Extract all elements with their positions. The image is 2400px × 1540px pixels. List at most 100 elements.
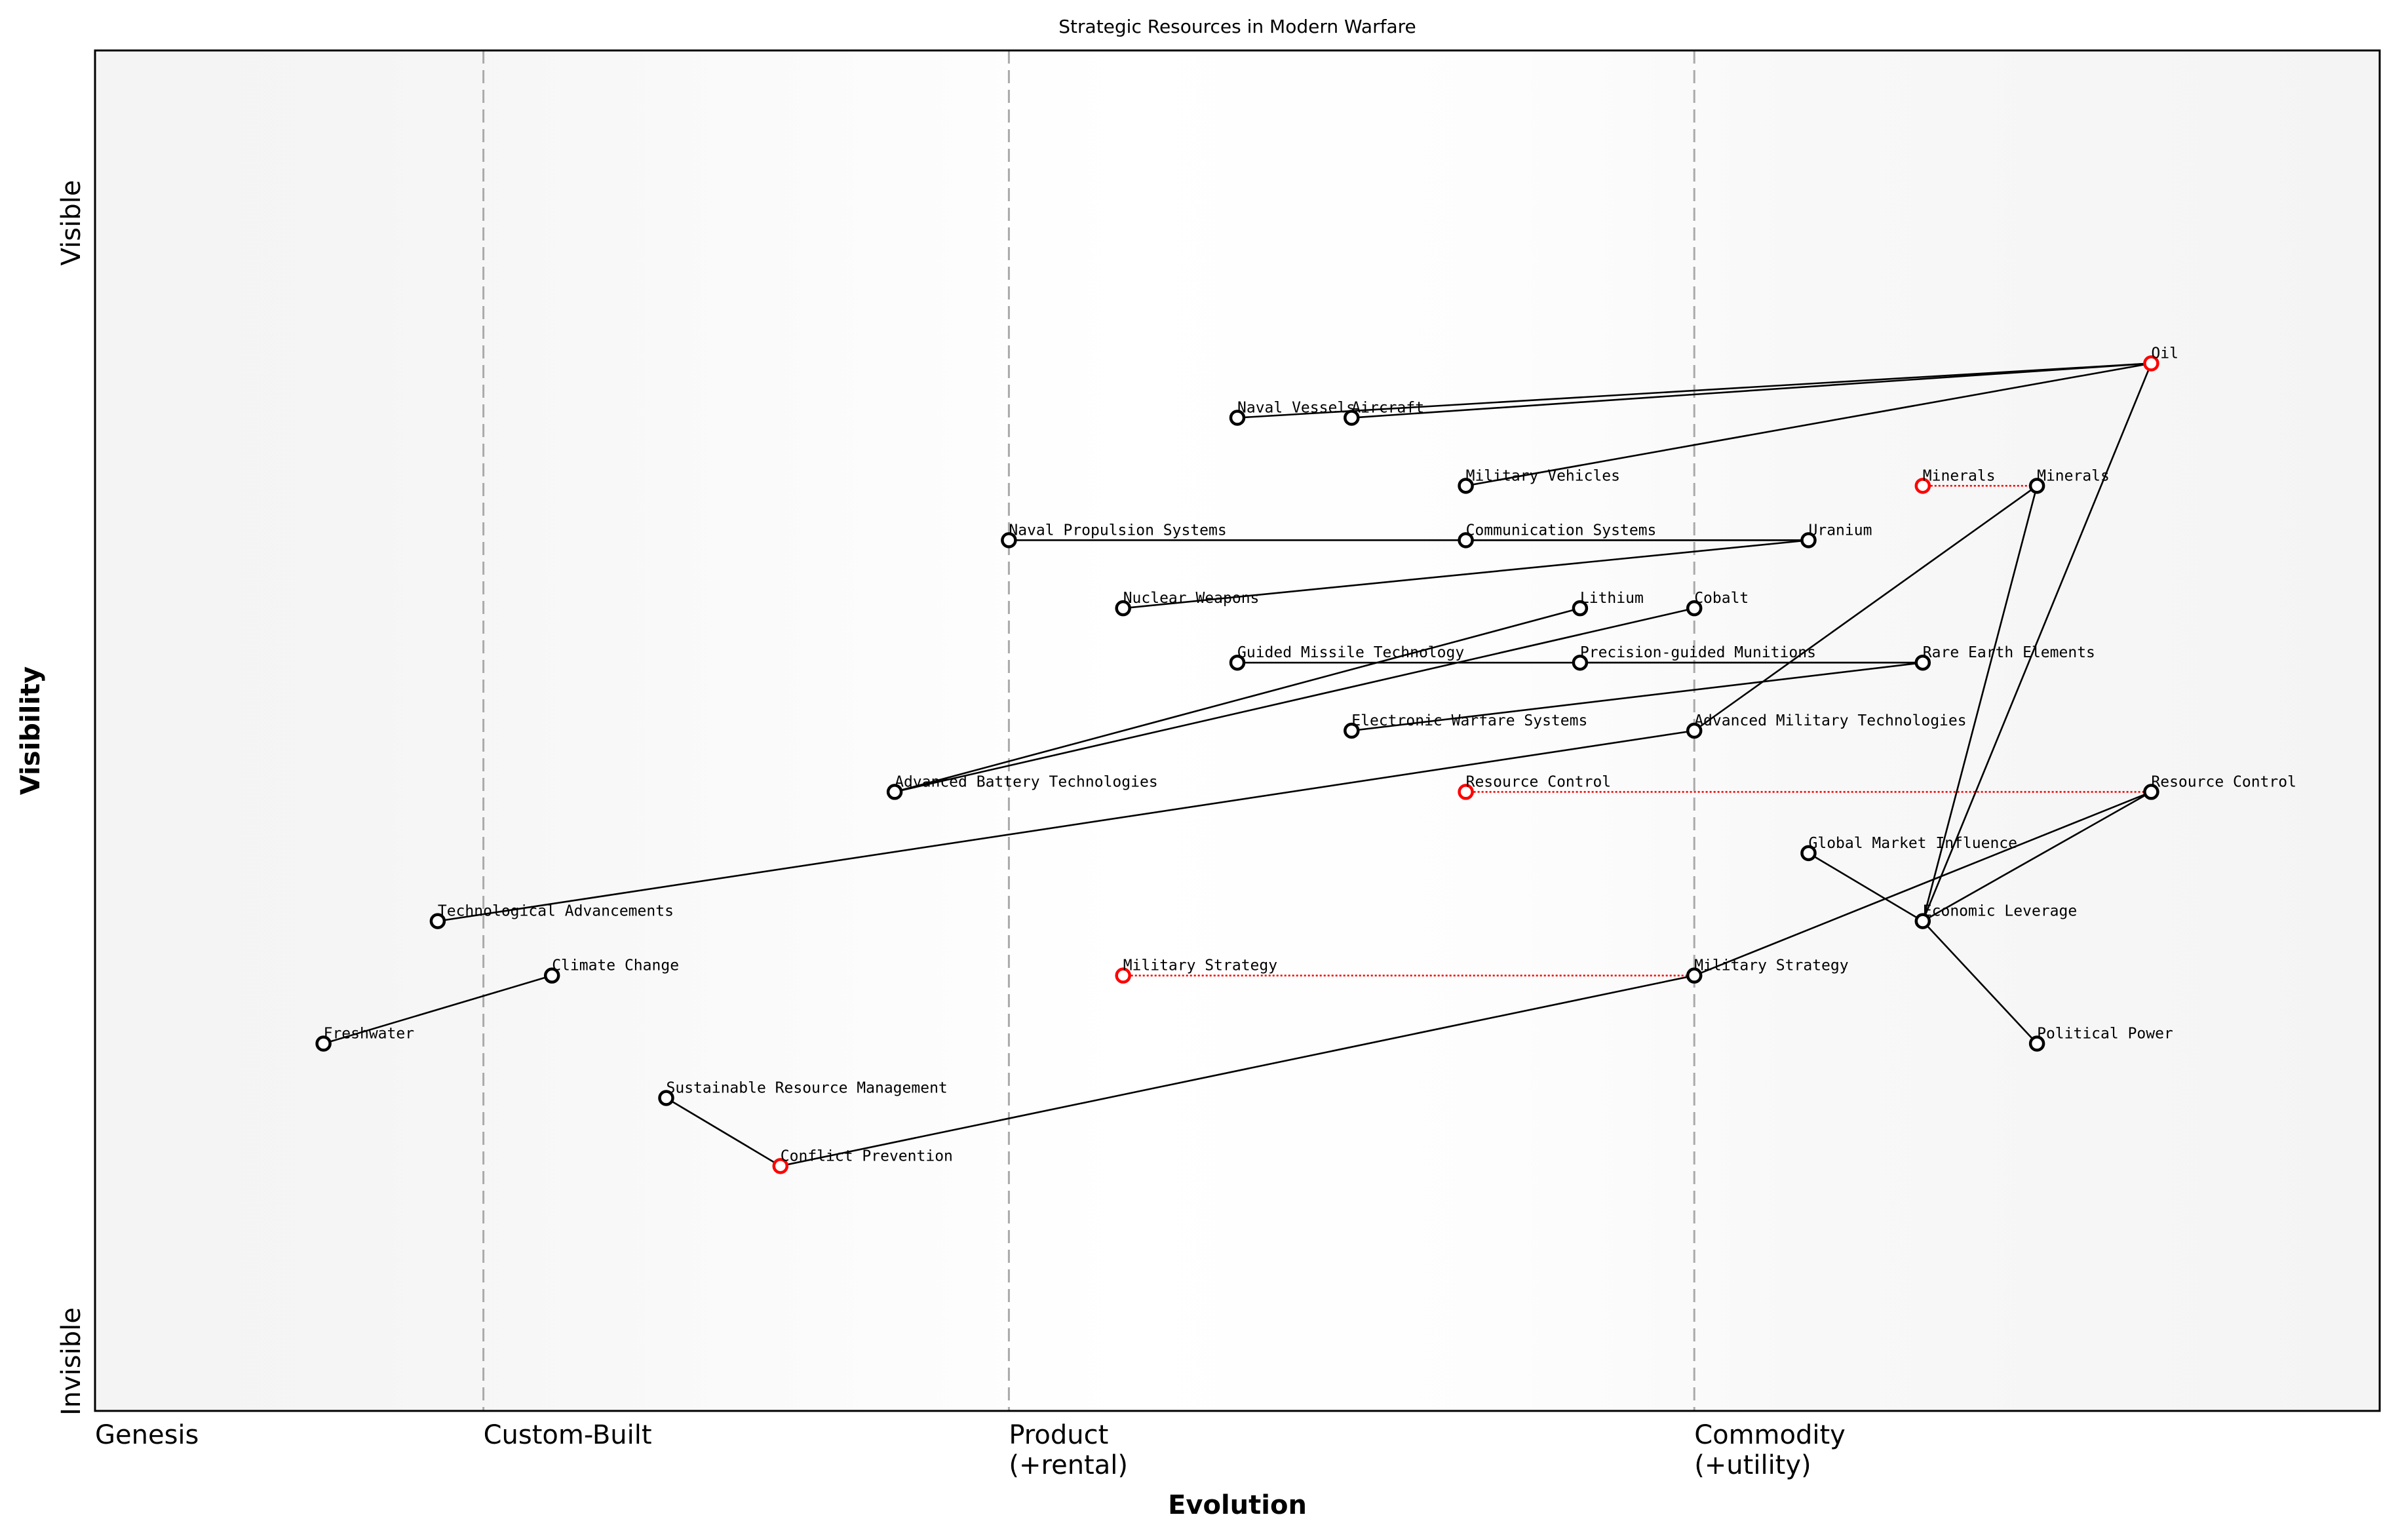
component-label: Uranium xyxy=(1809,522,1872,539)
component-label: Communication Systems xyxy=(1466,522,1657,539)
component-label: Aircraft xyxy=(1351,400,1424,417)
component-marker[interactable] xyxy=(1800,845,1817,862)
component-resource_control[interactable]: Resource Control xyxy=(2143,773,2296,800)
component-resource_control_old[interactable]: Resource Control xyxy=(1458,773,1612,800)
link-freshwater-climate_change xyxy=(323,974,552,1045)
component-military_vehicles[interactable]: Military Vehicles xyxy=(1458,467,1620,494)
component-marker[interactable] xyxy=(1115,967,1131,984)
component-global_market[interactable]: Global Market Influence xyxy=(1800,835,2018,862)
component-label: Advanced Battery Technologies xyxy=(895,773,1158,790)
component-label: Economic Leverage xyxy=(1923,903,2077,920)
component-label: Resource Control xyxy=(2151,773,2296,790)
x-axis-title: Evolution xyxy=(1168,1490,1307,1520)
component-uranium[interactable]: Uranium xyxy=(1800,522,1872,549)
component-marker[interactable] xyxy=(658,1090,674,1106)
component-marker[interactable] xyxy=(1686,600,1703,617)
component-marker[interactable] xyxy=(1115,600,1131,617)
component-marker[interactable] xyxy=(1572,600,1589,617)
component-military_strategy[interactable]: Military Strategy xyxy=(1686,957,1849,984)
component-marker[interactable] xyxy=(1458,478,1474,494)
component-marker[interactable] xyxy=(1914,654,1931,671)
link-military_strategy-resource_control xyxy=(1694,791,2152,976)
component-economic_leverage[interactable]: Economic Leverage xyxy=(1914,903,2077,929)
component-sustainable_mgmt[interactable]: Sustainable Resource Management xyxy=(658,1080,948,1106)
component-marker[interactable] xyxy=(1001,532,1017,549)
component-marker[interactable] xyxy=(1229,410,1246,426)
component-marker[interactable] xyxy=(1229,654,1246,671)
component-conflict_prevention[interactable]: Conflict Prevention xyxy=(772,1147,953,1174)
component-naval_propulsion[interactable]: Naval Propulsion Systems xyxy=(1001,522,1227,549)
component-nuclear_weapons[interactable]: Nuclear Weapons xyxy=(1115,590,1260,617)
component-marker[interactable] xyxy=(1914,913,1931,929)
component-label: Guided Missile Technology xyxy=(1237,644,1464,661)
link-naval_vessels-oil xyxy=(1237,362,2152,419)
component-label: Naval Propulsion Systems xyxy=(1009,522,1226,539)
plot-background xyxy=(95,50,2380,1411)
link-conflict_prevention-military_strategy xyxy=(780,974,1695,1167)
component-precision_munitions[interactable]: Precision-guided Munitions xyxy=(1572,644,1816,671)
component-guided_missile[interactable]: Guided Missile Technology xyxy=(1229,644,1464,671)
component-adv_military_tech[interactable]: Advanced Military Technologies xyxy=(1686,712,1967,739)
link-tech_advancements-adv_military_tech xyxy=(437,729,1695,922)
stage-label: Genesis xyxy=(95,1420,199,1450)
component-label: Electronic Warfare Systems xyxy=(1351,712,1587,729)
component-label: Freshwater xyxy=(324,1025,414,1042)
component-marker[interactable] xyxy=(1800,532,1817,549)
component-marker[interactable] xyxy=(2143,784,2159,800)
component-marker[interactable] xyxy=(2028,478,2045,494)
component-marker[interactable] xyxy=(1686,722,1703,739)
component-label: Military Strategy xyxy=(1694,957,1848,974)
component-label: Technological Advancements xyxy=(438,903,674,920)
component-oil[interactable]: Oil xyxy=(2143,345,2178,372)
component-marker[interactable] xyxy=(1344,722,1360,739)
y-axis-top-label: Visible xyxy=(56,180,87,266)
component-tech_advancements[interactable]: Technological Advancements xyxy=(429,903,674,929)
component-marker[interactable] xyxy=(886,784,903,800)
component-label: Conflict Prevention xyxy=(781,1147,953,1165)
component-marker[interactable] xyxy=(543,967,560,984)
component-communication[interactable]: Communication Systems xyxy=(1458,522,1657,549)
component-rare_earth[interactable]: Rare Earth Elements xyxy=(1914,644,2095,671)
component-marker[interactable] xyxy=(772,1158,789,1174)
component-label: Resource Control xyxy=(1466,773,1612,790)
component-label: Nuclear Weapons xyxy=(1123,590,1260,607)
component-marker[interactable] xyxy=(2143,355,2159,372)
component-marker[interactable] xyxy=(1572,654,1589,671)
link-adv_battery-cobalt xyxy=(894,607,1695,793)
component-freshwater[interactable]: Freshwater xyxy=(315,1025,414,1052)
component-marker[interactable] xyxy=(1914,478,1931,494)
link-adv_military_tech-minerals xyxy=(1694,485,2038,732)
component-label: Cobalt xyxy=(1694,590,1749,607)
component-marker[interactable] xyxy=(1686,967,1703,984)
y-axis-title: Visibility xyxy=(16,666,46,795)
component-label: Military Vehicles xyxy=(1466,467,1620,484)
component-label: Military Strategy xyxy=(1123,957,1277,974)
component-label: Political Power xyxy=(2037,1025,2173,1042)
component-marker[interactable] xyxy=(1344,410,1360,426)
component-marker[interactable] xyxy=(1458,532,1474,549)
component-adv_battery[interactable]: Advanced Battery Technologies xyxy=(886,773,1158,800)
component-marker[interactable] xyxy=(315,1035,332,1052)
component-electronic_warfare[interactable]: Electronic Warfare Systems xyxy=(1344,712,1587,739)
link-military_vehicles-oil xyxy=(1465,362,2152,487)
stage-label: Custom-Built xyxy=(484,1420,652,1450)
link-economic_leverage-oil xyxy=(1922,362,2152,922)
link-global_market-economic_leverage xyxy=(1808,852,1924,922)
component-label: Rare Earth Elements xyxy=(1923,644,2095,661)
component-aircraft[interactable]: Aircraft xyxy=(1344,400,1424,426)
component-marker[interactable] xyxy=(2028,1035,2045,1052)
component-climate_change[interactable]: Climate Change xyxy=(543,957,679,984)
component-marker[interactable] xyxy=(1458,784,1474,800)
component-label: Naval Vessels xyxy=(1237,400,1355,417)
component-minerals_old[interactable]: Minerals xyxy=(1914,467,1996,494)
component-minerals[interactable]: Minerals xyxy=(2028,467,2110,494)
stage-label: Product (+rental) xyxy=(1009,1420,1128,1480)
component-lithium[interactable]: Lithium xyxy=(1572,590,1644,617)
component-label: Precision-guided Munitions xyxy=(1580,644,1816,661)
component-naval_vessels[interactable]: Naval Vessels xyxy=(1229,400,1355,426)
component-cobalt[interactable]: Cobalt xyxy=(1686,590,1749,617)
component-military_strategy_old[interactable]: Military Strategy xyxy=(1115,957,1277,984)
component-political_power[interactable]: Political Power xyxy=(2028,1025,2173,1052)
component-marker[interactable] xyxy=(429,913,446,929)
